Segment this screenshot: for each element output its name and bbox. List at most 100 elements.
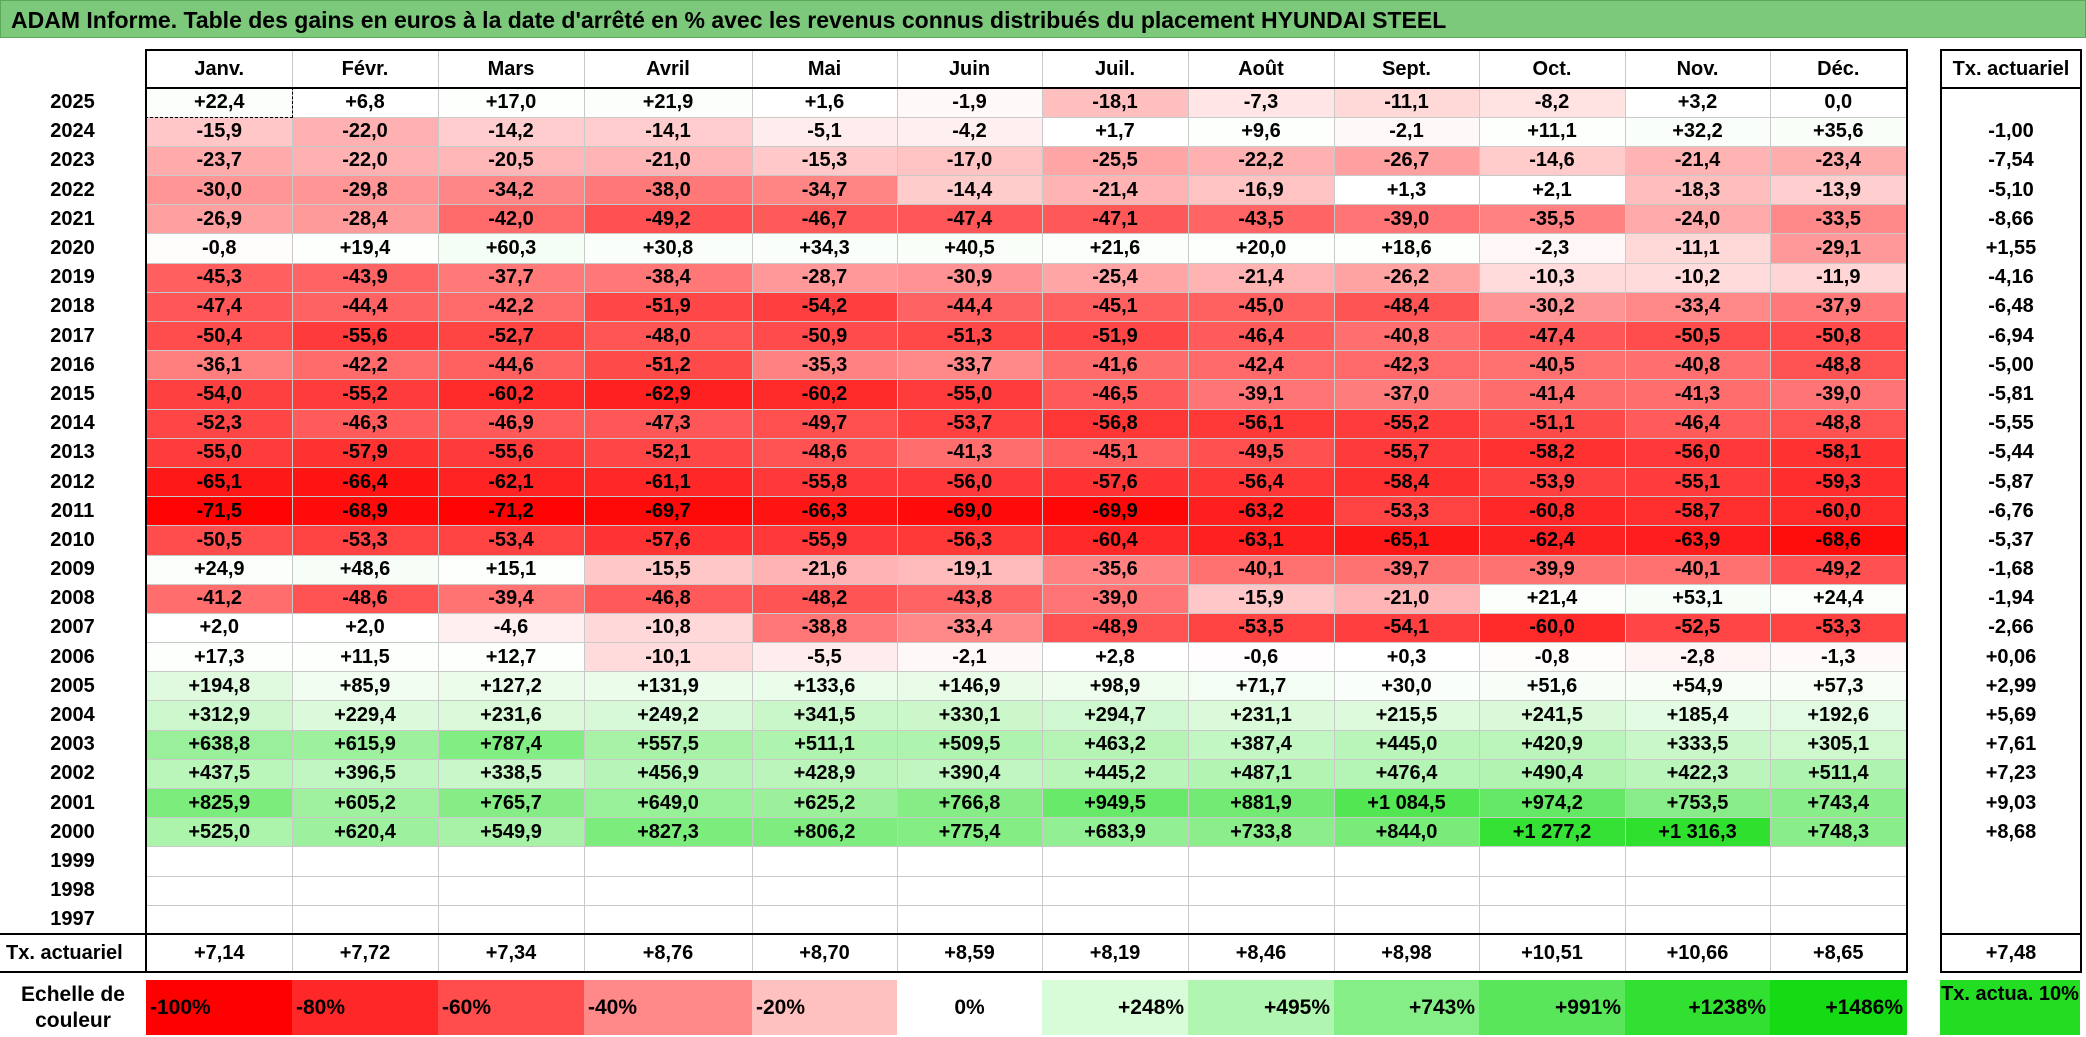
- value-cell[interactable]: -18,3: [1624, 175, 1771, 206]
- value-cell[interactable]: +509,5: [896, 729, 1043, 760]
- value-cell[interactable]: +241,5: [1478, 700, 1626, 731]
- value-cell[interactable]: -55,6: [437, 437, 585, 468]
- value-cell[interactable]: -26,9: [145, 204, 293, 235]
- value-cell[interactable]: -50,4: [145, 320, 293, 352]
- value-cell[interactable]: -51,2: [583, 350, 753, 381]
- value-cell[interactable]: -11,1: [1624, 233, 1771, 264]
- value-cell[interactable]: -52,3: [145, 408, 293, 439]
- value-cell[interactable]: +48,6: [291, 554, 439, 585]
- value-cell[interactable]: -51,9: [583, 291, 753, 323]
- value-cell[interactable]: -38,8: [751, 612, 898, 644]
- value-cell[interactable]: -48,4: [1333, 291, 1480, 323]
- value-cell[interactable]: +131,9: [583, 671, 753, 702]
- value-cell[interactable]: -54,1: [1333, 612, 1480, 644]
- value-cell[interactable]: -48,2: [751, 583, 898, 614]
- value-cell[interactable]: [583, 904, 753, 935]
- value-cell[interactable]: [751, 904, 898, 935]
- value-cell[interactable]: -66,4: [291, 466, 439, 498]
- value-cell[interactable]: -46,3: [291, 408, 439, 439]
- value-cell[interactable]: -4,2: [896, 116, 1043, 147]
- value-cell[interactable]: -40,1: [1187, 554, 1335, 585]
- value-cell[interactable]: -50,8: [1769, 320, 1908, 352]
- value-cell[interactable]: -2,8: [1624, 642, 1771, 673]
- value-cell[interactable]: [291, 875, 439, 906]
- value-cell[interactable]: +1,7: [1041, 116, 1189, 147]
- value-cell[interactable]: +625,2: [751, 787, 898, 819]
- value-cell[interactable]: -41,3: [896, 437, 1043, 468]
- value-cell[interactable]: +30,0: [1333, 671, 1480, 702]
- value-cell[interactable]: +2,8: [1041, 642, 1189, 673]
- value-cell[interactable]: -60,4: [1041, 525, 1189, 556]
- value-cell[interactable]: +396,5: [291, 758, 439, 790]
- value-cell[interactable]: -0,6: [1187, 642, 1335, 673]
- value-cell[interactable]: +420,9: [1478, 729, 1626, 760]
- value-cell[interactable]: -39,1: [1187, 379, 1335, 410]
- value-cell[interactable]: -53,7: [896, 408, 1043, 439]
- value-cell[interactable]: -15,9: [145, 116, 293, 147]
- value-cell[interactable]: -34,7: [751, 175, 898, 206]
- value-cell[interactable]: -63,9: [1624, 525, 1771, 556]
- value-cell[interactable]: -48,8: [1769, 408, 1908, 439]
- value-cell[interactable]: +753,5: [1624, 787, 1771, 819]
- value-cell[interactable]: -40,8: [1624, 350, 1771, 381]
- value-cell[interactable]: -38,4: [583, 262, 753, 293]
- value-cell[interactable]: -57,9: [291, 437, 439, 468]
- value-cell[interactable]: -59,3: [1769, 466, 1908, 498]
- value-cell[interactable]: -55,2: [1333, 408, 1480, 439]
- value-cell[interactable]: +2,1: [1478, 175, 1626, 206]
- value-cell[interactable]: [896, 846, 1043, 877]
- value-cell[interactable]: +463,2: [1041, 729, 1189, 760]
- value-cell[interactable]: -47,4: [896, 204, 1043, 235]
- value-cell[interactable]: -33,4: [1624, 291, 1771, 323]
- value-cell[interactable]: +766,8: [896, 787, 1043, 819]
- value-cell[interactable]: -26,2: [1333, 262, 1480, 293]
- value-cell[interactable]: -55,8: [751, 466, 898, 498]
- value-cell[interactable]: -33,4: [896, 612, 1043, 644]
- value-cell[interactable]: -53,9: [1478, 466, 1626, 498]
- value-cell[interactable]: +53,1: [1624, 583, 1771, 614]
- value-cell[interactable]: -52,5: [1624, 612, 1771, 644]
- value-cell[interactable]: -5,1: [751, 116, 898, 147]
- value-cell[interactable]: +605,2: [291, 787, 439, 819]
- value-cell[interactable]: -24,0: [1624, 204, 1771, 235]
- value-cell[interactable]: -56,4: [1187, 466, 1335, 498]
- value-cell[interactable]: -41,2: [145, 583, 293, 614]
- value-cell[interactable]: +2,0: [145, 612, 293, 644]
- value-cell[interactable]: -30,0: [145, 175, 293, 206]
- value-cell[interactable]: +525,0: [145, 817, 293, 848]
- value-cell[interactable]: -47,4: [145, 291, 293, 323]
- value-cell[interactable]: +330,1: [896, 700, 1043, 731]
- value-cell[interactable]: -58,4: [1333, 466, 1480, 498]
- value-cell[interactable]: -15,5: [583, 554, 753, 585]
- value-cell[interactable]: -55,7: [1333, 437, 1480, 468]
- value-cell[interactable]: -42,2: [437, 291, 585, 323]
- value-cell[interactable]: -14,6: [1478, 145, 1626, 177]
- value-cell[interactable]: -48,6: [751, 437, 898, 468]
- value-cell[interactable]: -14,4: [896, 175, 1043, 206]
- value-cell[interactable]: +827,3: [583, 817, 753, 848]
- value-cell[interactable]: +35,6: [1769, 116, 1908, 147]
- value-cell[interactable]: +19,4: [291, 233, 439, 264]
- value-cell[interactable]: +305,1: [1769, 729, 1908, 760]
- value-cell[interactable]: -35,6: [1041, 554, 1189, 585]
- value-cell[interactable]: -42,0: [437, 204, 585, 235]
- value-cell[interactable]: -58,2: [1478, 437, 1626, 468]
- value-cell[interactable]: [1041, 875, 1189, 906]
- value-cell[interactable]: [896, 904, 1043, 935]
- value-cell[interactable]: -10,3: [1478, 262, 1626, 293]
- value-cell[interactable]: -42,3: [1333, 350, 1480, 381]
- value-cell[interactable]: [583, 875, 753, 906]
- value-cell[interactable]: +476,4: [1333, 758, 1480, 790]
- value-cell[interactable]: -63,1: [1187, 525, 1335, 556]
- value-cell[interactable]: +748,3: [1769, 817, 1908, 848]
- value-cell[interactable]: -48,0: [583, 320, 753, 352]
- value-cell[interactable]: -65,1: [145, 466, 293, 498]
- value-cell[interactable]: -14,1: [583, 116, 753, 147]
- value-cell[interactable]: -69,9: [1041, 496, 1189, 527]
- value-cell[interactable]: -39,9: [1478, 554, 1626, 585]
- value-cell[interactable]: +844,0: [1333, 817, 1480, 848]
- value-cell[interactable]: +487,1: [1187, 758, 1335, 790]
- value-cell[interactable]: -52,1: [583, 437, 753, 468]
- value-cell[interactable]: -1,9: [896, 87, 1043, 118]
- value-cell[interactable]: -43,5: [1187, 204, 1335, 235]
